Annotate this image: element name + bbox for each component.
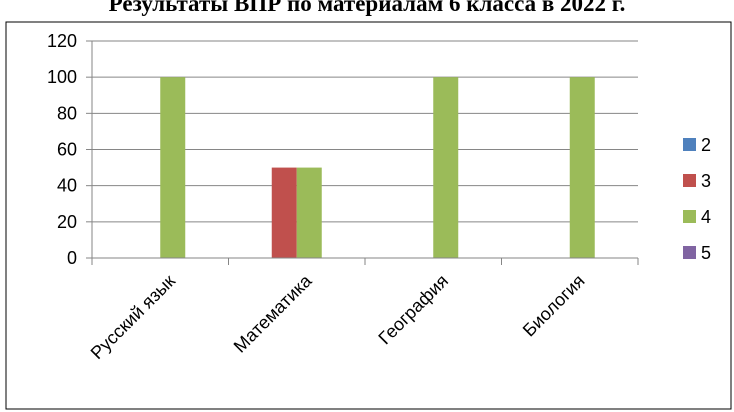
y-tick-label: 40: [57, 176, 77, 196]
chart-border: [5, 21, 732, 410]
y-tick-label: 120: [47, 31, 77, 51]
legend-swatch: [683, 246, 696, 259]
chart-title: Результаты ВПР по материалам 6 класса в …: [108, 0, 626, 16]
legend-swatch: [683, 210, 696, 223]
legend: 2 3 4 5: [683, 135, 711, 263]
category-labels: Русский язык Математика География Биология: [87, 270, 589, 363]
y-tick-label: 80: [57, 103, 77, 123]
bar-series-4-1: [296, 167, 322, 258]
category-label: География: [374, 271, 452, 349]
bars: [160, 77, 595, 259]
y-tick-labels: 0 20 40 60 80 100 120: [47, 31, 77, 268]
legend-swatch: [683, 138, 696, 151]
y-tick-label: 60: [57, 140, 77, 160]
category-label: Биология: [519, 271, 589, 341]
bar-series-4-3: [569, 77, 595, 259]
legend-label: 2: [701, 135, 711, 155]
category-label: Русский язык: [87, 271, 179, 363]
legend-label: 4: [701, 207, 711, 227]
legend-label: 3: [701, 171, 711, 191]
y-tick-label: 0: [67, 248, 77, 268]
y-tick-label: 100: [47, 67, 77, 87]
bar-series-4-0: [160, 77, 186, 259]
y-tick-label: 20: [57, 212, 77, 232]
bar-series-3-1: [271, 167, 297, 258]
legend-swatch: [683, 174, 696, 187]
axes: [91, 41, 639, 265]
bar-series-4-2: [433, 77, 459, 259]
legend-label: 5: [701, 243, 711, 263]
category-label: Математика: [230, 270, 317, 357]
